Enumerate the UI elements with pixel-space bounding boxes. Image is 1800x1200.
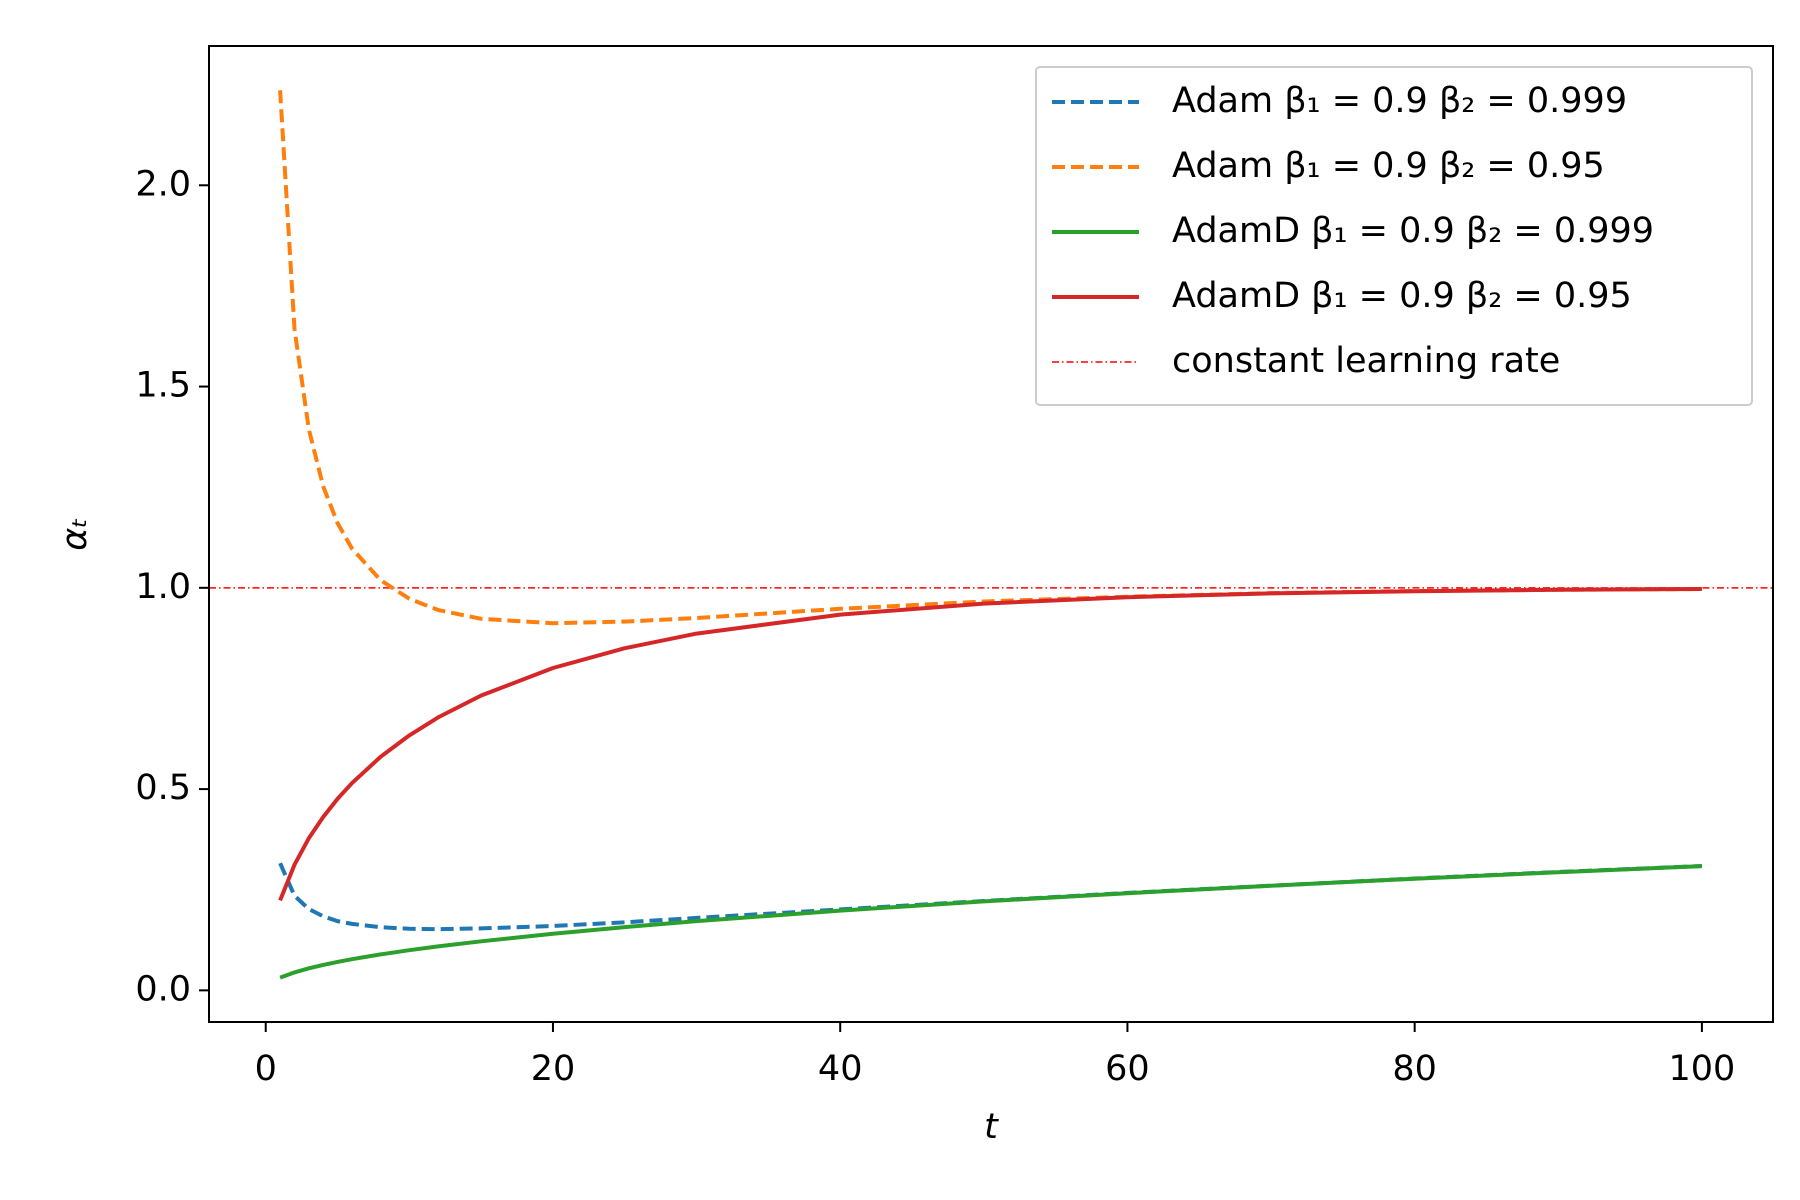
x-tick-label: 40 bbox=[818, 1049, 863, 1089]
legend-label: constant learning rate bbox=[1172, 341, 1560, 381]
x-tick-label: 100 bbox=[1669, 1049, 1736, 1089]
legend: Adam β₁ = 0.9 β₂ = 0.999 Adam β₁ = 0.9 β₂… bbox=[1035, 66, 1753, 406]
legend-label: Adam β₁ = 0.9 β₂ = 0.999 bbox=[1172, 81, 1627, 121]
series-line bbox=[279, 864, 1702, 980]
y-tick-label: 0.0 bbox=[135, 969, 191, 1009]
x-tick-label: 20 bbox=[531, 1049, 576, 1089]
y-tick-label: 2.0 bbox=[135, 164, 191, 204]
series-line bbox=[278, 862, 1702, 932]
y-tick-label: 1.0 bbox=[135, 567, 191, 607]
legend-label: Adam β₁ = 0.9 β₂ = 0.95 bbox=[1172, 146, 1605, 186]
y-tick-label: 0.5 bbox=[135, 768, 191, 808]
x-tick-label: 0 bbox=[255, 1049, 277, 1089]
plot-frame bbox=[208, 45, 1774, 1023]
legend-label: AdamD β₁ = 0.9 β₂ = 0.999 bbox=[1172, 211, 1654, 251]
x-tick-label: 60 bbox=[1105, 1049, 1150, 1089]
legend-label: AdamD β₁ = 0.9 β₂ = 0.95 bbox=[1172, 276, 1632, 316]
legend-box bbox=[1035, 66, 1753, 406]
y-tick-label: 1.5 bbox=[135, 366, 191, 406]
series-line bbox=[278, 587, 1702, 902]
x-tick-label: 80 bbox=[1392, 1049, 1437, 1089]
x-axis-label: t bbox=[984, 1107, 999, 1147]
series-line bbox=[278, 90, 1702, 626]
y-axis-label: αₜ bbox=[55, 517, 95, 550]
